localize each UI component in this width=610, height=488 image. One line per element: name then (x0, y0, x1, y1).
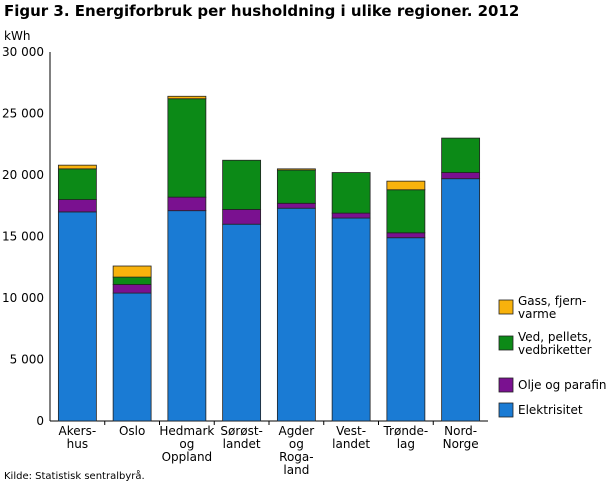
bar-segment (441, 178, 481, 422)
bar-segment (222, 159, 262, 210)
x-tick-label: Sørøst-landet (220, 424, 263, 451)
x-tick-label-line: Sørøst- (220, 424, 263, 438)
legend-label-line: Olje og parafin (518, 378, 607, 392)
legend-swatch (498, 377, 514, 393)
bar-segment (386, 180, 426, 191)
chart-title: Figur 3. Energiforbruk per husholdning i… (4, 2, 520, 20)
x-tick-label-line: Oppland (162, 450, 213, 464)
y-tick-label: 30 000 (2, 45, 44, 59)
bar-segment (441, 137, 481, 173)
bar-segment (167, 95, 207, 100)
x-tick-label-line: og (289, 437, 304, 451)
legend-label-line: Elektrisitet (518, 403, 583, 417)
x-tick-label-line: Vest- (336, 424, 366, 438)
x-tick-label-line: Roga- (279, 450, 313, 464)
x-tick-label: Nord-Norge (443, 424, 479, 451)
bar-segment (276, 207, 316, 422)
x-tick-label-line: Oslo (119, 424, 145, 438)
bar-segment (276, 168, 316, 171)
bar-segment (112, 276, 152, 285)
bar-segment (222, 223, 262, 422)
bar-segment (167, 98, 207, 198)
x-tick-label-line: Nord- (444, 424, 477, 438)
bar-segment (57, 168, 97, 201)
x-tick-label-line: Hedmark (159, 424, 214, 438)
bar-segment (331, 217, 371, 422)
bar-segment (386, 237, 426, 422)
x-tick-label-line: og (179, 437, 194, 451)
x-tick-label-line: hus (67, 437, 88, 451)
y-tick-label: 25 000 (2, 107, 44, 121)
legend-label-line: vedbriketter (518, 343, 592, 357)
legend-label: Olje og parafin (518, 378, 607, 392)
bar-segment (167, 210, 207, 422)
legend-swatch (498, 402, 514, 418)
x-tick-label-line: land (283, 463, 309, 477)
x-tick-label-line: Norge (443, 437, 479, 451)
x-tick-label-line: Trønde- (382, 424, 428, 438)
bar-segment (57, 164, 97, 170)
y-axis-unit: kWh (4, 29, 30, 43)
bar-segment (112, 284, 152, 294)
bar-segment (441, 172, 481, 180)
x-tick-label: Trønde-lag (382, 424, 428, 451)
legend-label: Ved, pellets, vedbriketter (518, 330, 592, 357)
x-tick-label: Akers-hus (59, 424, 97, 451)
bar-segment (167, 196, 207, 212)
bar-segment (386, 232, 426, 239)
legend-label: Elektrisitet (518, 403, 583, 417)
legend-label-line: varme (518, 307, 556, 321)
bar-segment (57, 199, 97, 213)
legend-label-line: Ved, pellets, (518, 330, 592, 344)
x-tick-label: Vest-landet (332, 424, 370, 451)
x-tick-label: Agder og Roga-land (278, 424, 314, 477)
bar-segment (112, 292, 152, 422)
bar-segment (331, 212, 371, 219)
x-tick-label-line: Agder (278, 424, 314, 438)
bar-segment (112, 265, 152, 278)
y-tick-label: 0 (36, 414, 44, 428)
bar-segment (386, 189, 426, 234)
x-tick-label-line: lag (397, 437, 415, 451)
y-tick-label: 5 000 (10, 353, 44, 367)
legend-swatch (498, 299, 514, 315)
legend-label-line: Gass, fjern- (518, 294, 586, 308)
legend-swatch (498, 335, 514, 351)
bar-segment (222, 209, 262, 225)
legend-label: Gass, fjern-varme (518, 294, 586, 321)
y-tick-label: 10 000 (2, 291, 44, 305)
source-note: Kilde: Statistisk sentralbyrå. (4, 471, 145, 482)
bar-segment (331, 172, 371, 214)
y-tick-label: 15 000 (2, 230, 44, 244)
x-tick-label-line: landet (223, 437, 261, 451)
x-tick-label: Hedmark og Oppland (159, 424, 214, 464)
x-tick-label: Oslo (119, 424, 145, 438)
x-tick-label-line: landet (332, 437, 370, 451)
x-tick-label-line: Akers- (59, 424, 97, 438)
bar-segment (276, 169, 316, 204)
y-tick-label: 20 000 (2, 168, 44, 182)
bar-segment (57, 211, 97, 422)
bar-segment (276, 202, 316, 209)
